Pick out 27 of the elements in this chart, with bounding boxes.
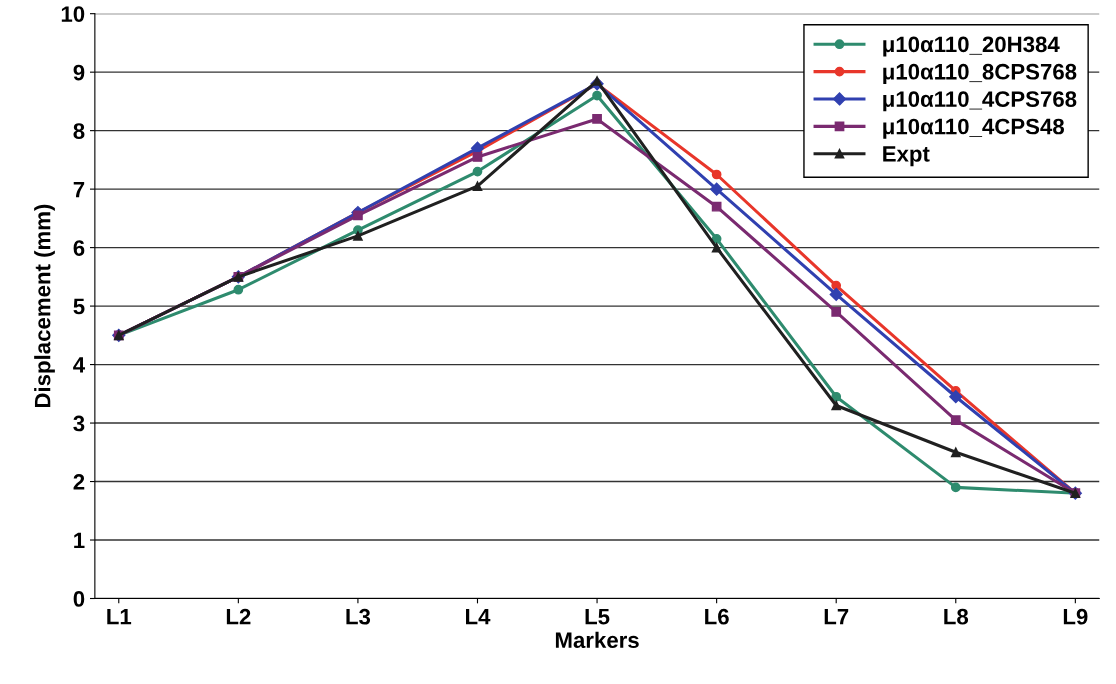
x-tick-label: L6 [705, 608, 729, 625]
legend-label: μ10α110_8CPS768 [883, 63, 1077, 84]
x-tick-label: L2 [226, 608, 251, 625]
y-tick-label: 2 [73, 474, 85, 490]
y-tick-label: 5 [73, 298, 85, 315]
x-tick-label: L4 [466, 609, 491, 625]
x-tick-label: L3 [346, 608, 371, 625]
y-tick-label: 10 [61, 6, 85, 22]
legend-label: μ10α110_4CPS48 [883, 118, 1065, 139]
y-tick-label: 4 [73, 357, 86, 373]
x-tick-label: L9 [1063, 608, 1088, 625]
x-tick-label: L1 [107, 609, 132, 625]
y-tick-label: 1 [74, 532, 85, 549]
y-tick-label: 9 [73, 64, 85, 81]
y-tick-label: 3 [73, 415, 85, 432]
y-tick-label: 0 [73, 591, 85, 607]
legend-label: Expt [883, 146, 930, 167]
y-tick-label: 7 [73, 181, 85, 198]
x-tick-label: L7 [824, 609, 849, 625]
legend-label: μ10α110_20H384 [883, 36, 1060, 57]
y-tick-label: 8 [73, 123, 85, 139]
x-tick-label: L5 [585, 609, 610, 625]
legend-label: μ10α110_4CPS768 [883, 91, 1077, 112]
y-tick-label: 6 [73, 240, 85, 256]
x-tick-label: L8 [944, 608, 969, 625]
x-axis-title: Markers [555, 631, 639, 649]
y-axis-title: Displacement (mm) [34, 204, 55, 408]
